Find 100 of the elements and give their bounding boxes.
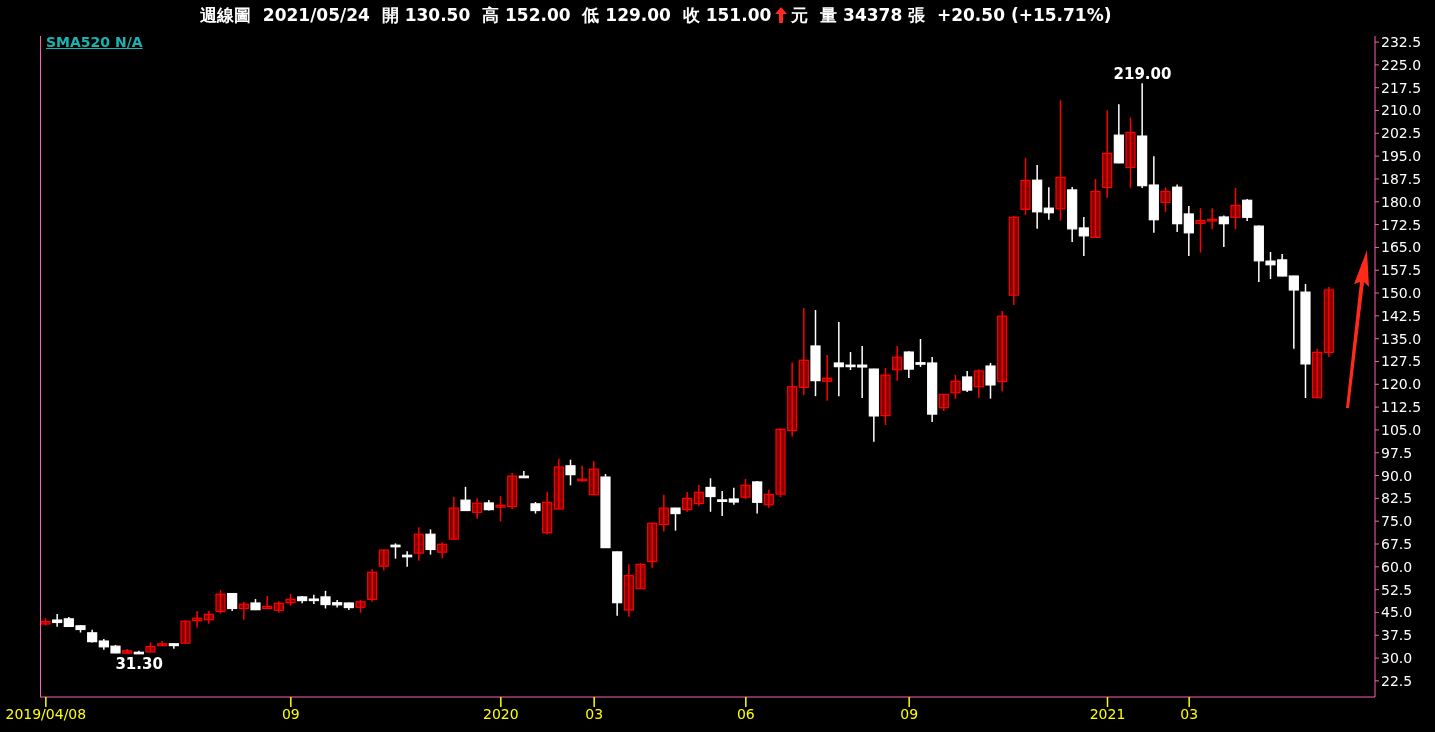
y-tick-label: 127.5 bbox=[1381, 353, 1422, 370]
y-tick-label: 97.5 bbox=[1381, 444, 1413, 461]
candlestick bbox=[553, 458, 564, 511]
y-tick-label: 135.0 bbox=[1381, 330, 1422, 347]
annotation: SMA520 N/A bbox=[46, 34, 143, 50]
candlestick bbox=[180, 619, 191, 645]
candlestick bbox=[122, 648, 133, 655]
y-tick-label: 22.5 bbox=[1381, 672, 1413, 689]
candlestick bbox=[238, 601, 249, 621]
y-tick-label: 37.5 bbox=[1381, 627, 1413, 644]
candlestick bbox=[273, 600, 284, 614]
y-tick-label: 187.5 bbox=[1381, 170, 1422, 187]
y-tick-label: 150.0 bbox=[1381, 285, 1422, 302]
y-tick-label: 142.5 bbox=[1381, 307, 1422, 324]
candlestick bbox=[588, 460, 599, 496]
candlestick bbox=[157, 640, 168, 647]
y-tick-label: 52.5 bbox=[1381, 581, 1413, 598]
candlestick bbox=[495, 495, 506, 523]
y-tick-label: 82.5 bbox=[1381, 490, 1413, 507]
candlestick bbox=[775, 427, 786, 498]
candlestick bbox=[787, 361, 798, 438]
candlestick bbox=[52, 613, 63, 628]
candlestick bbox=[378, 548, 389, 572]
candlestick bbox=[717, 490, 728, 517]
y-tick-label: 217.5 bbox=[1381, 79, 1422, 96]
candlestick bbox=[437, 541, 448, 560]
candlestick bbox=[215, 589, 226, 615]
candlestick bbox=[203, 610, 214, 625]
candlestick bbox=[647, 522, 658, 569]
x-tick-label: 2020 bbox=[483, 706, 519, 722]
y-tick-label: 60.0 bbox=[1381, 558, 1413, 575]
x-tick-label: 2019/04/08 bbox=[5, 706, 87, 722]
candlestick bbox=[507, 472, 518, 510]
y-tick-label: 105.0 bbox=[1381, 421, 1422, 438]
candlestick bbox=[728, 486, 739, 506]
x-tick-label: 03 bbox=[1180, 706, 1199, 722]
candlestick bbox=[682, 491, 693, 513]
candlestick bbox=[997, 310, 1008, 393]
candlestick bbox=[892, 345, 903, 382]
candlestick bbox=[262, 595, 273, 610]
candlestick bbox=[985, 362, 996, 400]
candlestick bbox=[1055, 99, 1066, 222]
y-tick-label: 172.5 bbox=[1381, 216, 1422, 233]
y-tick-label: 202.5 bbox=[1381, 125, 1422, 142]
candlestick bbox=[763, 489, 774, 509]
candlestick bbox=[425, 528, 436, 556]
candlestick bbox=[938, 393, 949, 412]
candlestick bbox=[973, 368, 984, 399]
candlestick bbox=[740, 478, 751, 501]
x-tick-label: 03 bbox=[585, 706, 604, 722]
candlestick bbox=[1218, 214, 1229, 248]
candlestick bbox=[1008, 215, 1019, 306]
candlestick bbox=[1125, 116, 1136, 189]
y-tick-label: 30.0 bbox=[1381, 650, 1413, 667]
y-tick-label: 195.0 bbox=[1381, 148, 1422, 165]
candlestick bbox=[1230, 187, 1241, 230]
candlestick bbox=[623, 563, 634, 618]
y-tick-label: 112.5 bbox=[1381, 399, 1422, 416]
annotation: 219.00 bbox=[1113, 65, 1172, 84]
candlestick bbox=[798, 307, 809, 396]
y-tick-label: 75.0 bbox=[1381, 513, 1413, 530]
candlestick bbox=[1090, 178, 1101, 239]
candlestick bbox=[1207, 207, 1218, 230]
candlestick bbox=[752, 480, 763, 515]
candlestick bbox=[1195, 207, 1206, 254]
candlestick bbox=[822, 354, 833, 402]
candlestick bbox=[1312, 348, 1323, 399]
y-tick-label: 165.0 bbox=[1381, 239, 1422, 256]
y-tick-label: 90.0 bbox=[1381, 467, 1413, 484]
candlestick bbox=[962, 370, 973, 393]
candlestick bbox=[880, 367, 891, 426]
candlestick bbox=[542, 491, 553, 536]
x-tick-label: 06 bbox=[736, 706, 755, 722]
candlestick bbox=[565, 458, 576, 487]
candlestick bbox=[1102, 109, 1113, 199]
candlestick bbox=[658, 493, 669, 533]
candlestick bbox=[635, 562, 646, 590]
x-tick-label: 2021 bbox=[1089, 706, 1126, 722]
y-tick-label: 180.0 bbox=[1381, 193, 1422, 210]
y-tick-label: 232.5 bbox=[1381, 34, 1422, 51]
chart-title: 週線圖 2021/05/24 開 130.50 高 152.00 低 129.00 收 151.00 bbox=[200, 3, 772, 27]
y-tick-label: 157.5 bbox=[1381, 262, 1422, 279]
candlestick bbox=[448, 496, 459, 541]
y-tick-label: 67.5 bbox=[1381, 535, 1413, 552]
annotation: 31.30 bbox=[115, 654, 163, 673]
y-tick-label: 225.0 bbox=[1381, 56, 1422, 73]
candlestick bbox=[1160, 186, 1171, 213]
candlestick bbox=[670, 507, 681, 532]
candlestick bbox=[1078, 216, 1089, 257]
y-tick-label: 120.0 bbox=[1381, 376, 1422, 393]
candlestick bbox=[950, 374, 961, 400]
y-tick-label: 210.0 bbox=[1381, 102, 1422, 119]
candlestick bbox=[1183, 205, 1194, 257]
candlestick bbox=[460, 486, 471, 512]
candlestick bbox=[693, 484, 704, 507]
candlestick bbox=[705, 477, 716, 513]
candlestick bbox=[1242, 198, 1253, 222]
candlestick bbox=[472, 497, 483, 520]
x-tick-label: 09 bbox=[281, 706, 300, 722]
x-tick-label: 09 bbox=[900, 706, 919, 722]
